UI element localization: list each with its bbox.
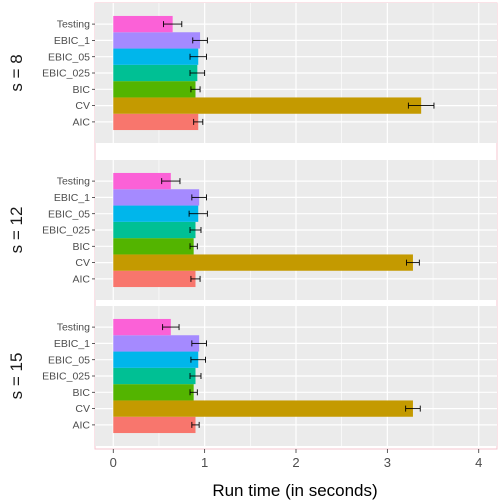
error-bar [189, 70, 206, 76]
y-tick-label: EBIC_05 [48, 51, 90, 63]
y-tick-label: AIC [72, 274, 90, 286]
y-tick-label: EBIC_05 [48, 354, 90, 366]
bar [113, 32, 201, 49]
bar [113, 400, 413, 417]
y-tick-label: EBIC_025 [42, 371, 90, 383]
x-tick-label: 4 [475, 455, 482, 470]
x-tick-label: 0 [110, 455, 117, 470]
bar [113, 351, 199, 368]
error-bar [190, 356, 207, 363]
y-tick-label: AIC [72, 117, 90, 129]
error-bar [191, 421, 200, 428]
y-tick-label: Testing [57, 19, 90, 31]
y-tick-label: EBIC_05 [48, 208, 90, 220]
panels: AIC CV BIC EBIC_025 EBIC_05 EBIC_1 Testing s = … [7, 3, 497, 446]
y-tick-label: EBIC_1 [54, 338, 90, 350]
y-tick-label: CV [75, 100, 90, 112]
error-bar [190, 275, 201, 282]
error-bar [189, 243, 198, 250]
error-bar [191, 340, 207, 347]
error-bar [407, 102, 435, 109]
error-bar [189, 227, 202, 233]
bar [113, 367, 196, 385]
bar [113, 113, 199, 131]
bar [113, 416, 196, 434]
bar [113, 254, 413, 271]
y-tick-label: EBIC_1 [54, 35, 90, 47]
error-bar [189, 389, 198, 396]
error-bar [188, 210, 208, 217]
bar [113, 189, 200, 206]
y-tick-label: EBIC_1 [54, 192, 90, 204]
error-bar [161, 178, 181, 185]
bar [113, 81, 196, 98]
panel: AIC CV BIC EBIC_025 EBIC_05 EBIC_1 Testing s = … [7, 306, 497, 446]
y-tick-label: BIC [72, 84, 90, 96]
error-bar [189, 53, 207, 60]
error-bar [192, 37, 208, 44]
error-bar [163, 21, 183, 28]
y-tick-label: EBIC_025 [42, 225, 90, 237]
x-axis: 0 1 2 3 4 [110, 449, 482, 470]
error-bar [406, 259, 420, 266]
bar [113, 335, 200, 352]
y-tick-label: Testing [57, 322, 90, 334]
error-bar [190, 86, 201, 93]
bar [113, 205, 199, 222]
bar [113, 270, 196, 288]
error-bar [193, 118, 204, 125]
bar [113, 221, 196, 239]
bar [113, 384, 194, 401]
y-tick-label: CV [75, 403, 90, 415]
x-tick-label: 1 [201, 455, 208, 470]
error-bar [405, 405, 421, 412]
panel-strip-label: s = 12 [7, 207, 26, 254]
x-tick-label: 2 [292, 455, 299, 470]
error-bar [191, 194, 207, 201]
panel: AIC CV BIC EBIC_025 EBIC_05 EBIC_1 Testing s = … [7, 160, 497, 300]
panel-strip-label: s = 15 [7, 353, 26, 400]
bar [113, 318, 171, 336]
bar [113, 238, 194, 255]
bar [113, 15, 173, 33]
y-tick-label: Testing [57, 176, 90, 188]
bar [113, 64, 198, 82]
error-bar [189, 373, 202, 379]
x-axis-label: Run time (in seconds) [212, 481, 377, 500]
bar [113, 97, 422, 114]
bar [113, 172, 171, 190]
y-tick-label: AIC [72, 420, 90, 432]
error-bar [162, 324, 180, 331]
y-tick-label: EBIC_025 [42, 68, 90, 80]
y-tick-label: BIC [72, 387, 90, 399]
bar [113, 48, 199, 65]
panel-strip-label: s = 8 [7, 54, 26, 91]
panel: AIC CV BIC EBIC_025 EBIC_05 EBIC_1 Testing s = … [7, 3, 497, 143]
x-tick-label: 3 [384, 455, 391, 470]
y-tick-label: BIC [72, 241, 90, 253]
y-tick-label: CV [75, 257, 90, 269]
